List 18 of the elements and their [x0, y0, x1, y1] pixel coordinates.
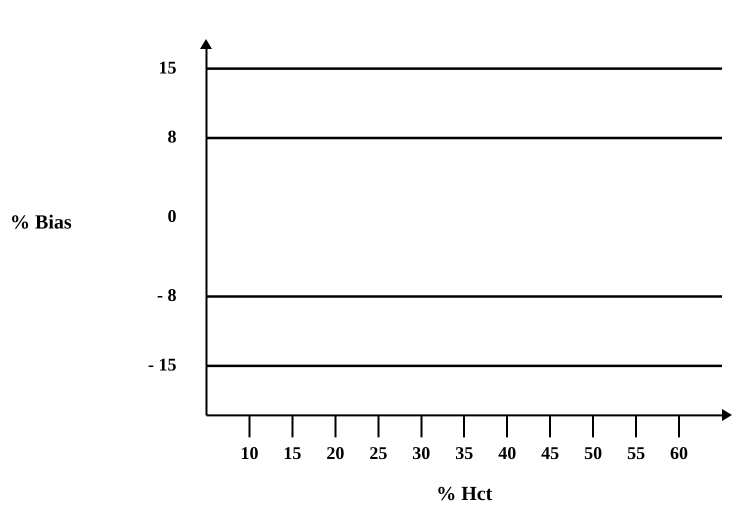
x-tick-label: 25: [369, 442, 388, 463]
y-tick-label: 0: [167, 206, 176, 226]
y-tick-label: - 8: [156, 285, 176, 306]
x-axis-title: % Hct: [436, 483, 493, 506]
y-tick-label: - 15: [148, 354, 176, 375]
y-axis-title: % Bias: [10, 211, 72, 234]
x-tick-label: 20: [326, 442, 344, 463]
x-tick-label: 30: [412, 442, 430, 463]
x-tick-label: 40: [498, 442, 516, 463]
y-tick-label: 15: [158, 57, 176, 78]
x-tick-label: 60: [670, 442, 688, 463]
x-tick-label: 35: [455, 442, 474, 463]
x-tick-label: 55: [627, 442, 646, 463]
y-tick-label: 8: [167, 126, 176, 147]
x-tick-label: 50: [584, 442, 602, 463]
x-tick-label: 15: [283, 442, 302, 463]
x-tick-label: 10: [240, 442, 258, 463]
x-tick-label: 45: [541, 442, 560, 463]
